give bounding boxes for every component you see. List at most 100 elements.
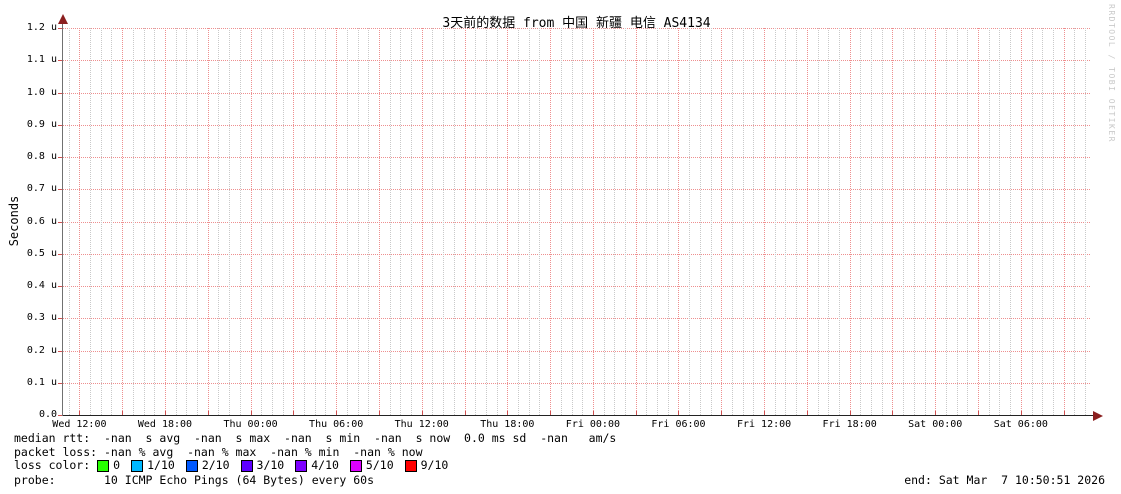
loss-color-swatch — [404, 459, 417, 472]
x-tick-label: Fri 00:00 — [565, 419, 620, 430]
loss-color-swatch — [97, 459, 110, 472]
v-gridline-minor — [1010, 28, 1012, 415]
loss-legend-label: 2/10 — [201, 458, 230, 472]
x-tick-label: Thu 00:00 — [223, 419, 278, 430]
y-axis-line — [62, 21, 63, 416]
v-gridline-minor — [999, 28, 1001, 415]
loss-legend-label: 9/10 — [420, 458, 449, 472]
v-gridline-minor — [731, 28, 733, 415]
v-gridline-minor — [197, 28, 199, 415]
v-gridline-major — [721, 28, 723, 415]
loss-color-swatch — [349, 459, 362, 472]
v-gridline-major — [164, 28, 166, 415]
v-gridline-minor — [796, 28, 798, 415]
x-tick-mark — [849, 411, 851, 415]
x-axis-arrow-icon — [1093, 411, 1103, 421]
v-gridline-minor — [924, 28, 926, 415]
v-gridline-minor — [945, 28, 947, 415]
v-gridline-major — [849, 28, 851, 415]
v-gridline-minor — [528, 28, 530, 415]
v-gridline-minor — [657, 28, 659, 415]
v-gridline-minor — [913, 28, 915, 415]
v-gridline-minor — [496, 28, 498, 415]
end-timestamp: end: Sat Mar 7 10:50:51 2026 — [904, 473, 1105, 487]
x-tick-mark — [293, 411, 295, 415]
h-gridline — [63, 253, 1090, 255]
v-gridline-minor — [186, 28, 188, 415]
v-gridline-minor — [261, 28, 263, 415]
x-tick-mark — [592, 411, 594, 415]
v-gridline-minor — [603, 28, 605, 415]
v-gridline-minor — [346, 28, 348, 415]
x-tick-mark — [764, 411, 766, 415]
loss-legend-item: 0 — [97, 459, 120, 472]
loss-color-swatch — [131, 459, 144, 472]
v-gridline-major — [635, 28, 637, 415]
y-tick-label: 0.3 u — [26, 312, 57, 324]
x-tick-mark — [336, 411, 338, 415]
v-gridline-minor — [175, 28, 177, 415]
x-tick-mark — [122, 411, 124, 415]
v-gridline-major — [806, 28, 808, 415]
h-gridline — [63, 124, 1090, 126]
v-gridline-minor — [68, 28, 70, 415]
v-gridline-minor — [689, 28, 691, 415]
h-gridline — [63, 382, 1090, 384]
h-gridline — [63, 92, 1090, 94]
y-tick-label: 1.2 u — [26, 22, 57, 33]
loss-legend-item: 5/10 — [349, 459, 394, 472]
y-tick-label: 0.4 u — [26, 280, 57, 291]
v-gridline-minor — [667, 28, 669, 415]
y-tick-label: 0.0 — [38, 409, 57, 420]
loss-legend-label: 0 — [113, 458, 121, 472]
v-gridline-major — [678, 28, 680, 415]
probe-line: probe: 10 ICMP Echo Pings (64 Bytes) eve… — [14, 473, 375, 487]
chart-title: 3天前的数据 from 中国 新疆 电信 AS4134 — [442, 16, 711, 31]
v-gridline-minor — [967, 28, 969, 415]
y-tick-label: 0.2 u — [26, 344, 57, 356]
x-tick-mark — [250, 411, 252, 415]
v-gridline-minor — [154, 28, 156, 415]
y-tick-mark — [58, 60, 63, 62]
h-gridline — [63, 286, 1090, 287]
v-gridline-major — [421, 28, 423, 415]
v-gridline-minor — [903, 28, 905, 415]
v-gridline-minor — [443, 28, 445, 415]
v-gridline-minor — [100, 28, 102, 415]
loss-legend-item: 4/10 — [295, 459, 339, 472]
y-tick-mark — [58, 382, 63, 384]
v-gridline-minor — [742, 28, 744, 415]
x-tick-label: Sat 00:00 — [908, 419, 963, 430]
v-gridline-minor — [1085, 28, 1086, 415]
y-tick-mark — [58, 350, 63, 352]
x-tick-label: Fri 18:00 — [822, 419, 877, 430]
v-gridline-minor — [710, 28, 712, 415]
y-tick-label: 1.1 u — [26, 54, 57, 66]
v-gridline-minor — [229, 28, 231, 415]
x-tick-mark — [721, 411, 723, 415]
v-gridline-minor — [838, 28, 840, 415]
v-gridline-major — [764, 28, 766, 415]
v-gridline-major — [464, 28, 466, 415]
v-gridline-minor — [1042, 28, 1044, 415]
x-tick-mark — [550, 411, 552, 415]
x-tick-mark — [421, 411, 423, 415]
v-gridline-major — [592, 28, 594, 415]
v-gridline-major — [79, 28, 81, 415]
v-gridline-minor — [475, 28, 477, 415]
packet-loss-line: packet loss: -nan % avg -nan % max -nan … — [14, 445, 423, 459]
v-gridline-major — [378, 28, 380, 415]
x-tick-mark — [378, 411, 380, 415]
h-gridline — [63, 28, 1090, 29]
y-tick-mark — [58, 157, 63, 158]
v-gridline-minor — [582, 28, 584, 415]
v-gridline-minor — [357, 28, 359, 415]
v-gridline-minor — [817, 28, 819, 415]
x-tick-label: Fri 12:00 — [736, 419, 792, 430]
v-gridline-minor — [1052, 28, 1054, 415]
v-gridline-minor — [753, 28, 755, 415]
loss-legend-item: 3/10 — [240, 459, 284, 472]
v-gridline-major — [1063, 28, 1065, 415]
x-tick-mark — [892, 411, 894, 415]
